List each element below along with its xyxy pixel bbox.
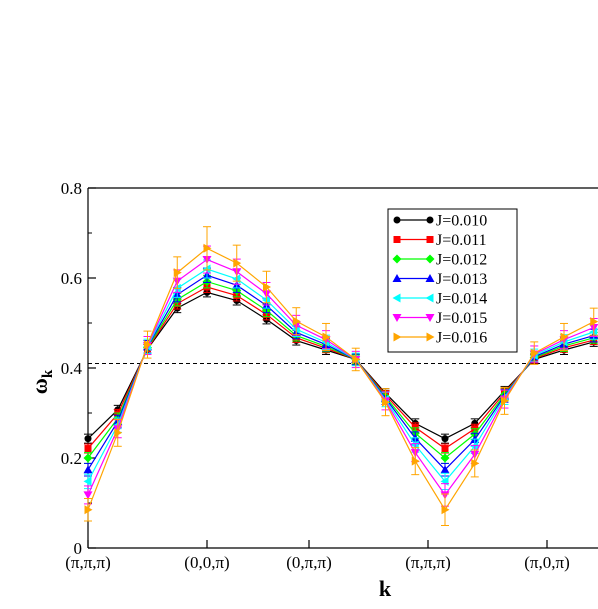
legend-item: J=0.011 — [393, 232, 487, 249]
series-line — [87, 258, 594, 496]
svg-text:ωk: ωk — [27, 369, 56, 394]
data-point — [233, 258, 242, 268]
y-axis-title: ωk — [27, 369, 56, 394]
x-axis-title: k — [379, 576, 392, 601]
y-tick-label: 0.4 — [61, 359, 83, 378]
legend-marker — [392, 254, 402, 264]
data-point — [382, 397, 390, 407]
legend-label: J=0.012 — [436, 252, 487, 269]
y-axis-title-main: ω — [27, 378, 52, 394]
data-point — [441, 435, 449, 443]
data-point — [471, 419, 479, 427]
data-point — [83, 465, 93, 474]
legend-item: J=0.013 — [392, 271, 487, 288]
legend-marker — [425, 274, 435, 282]
legend-item: J=0.015 — [392, 310, 487, 327]
legend-marker — [426, 216, 434, 224]
data-point — [471, 458, 480, 468]
legend-label: J=0.013 — [436, 271, 487, 288]
legend-item: J=0.012 — [392, 252, 487, 269]
data-point — [203, 243, 212, 253]
data-point — [322, 332, 331, 342]
data-point — [84, 445, 92, 453]
series-group — [83, 226, 598, 526]
x-tick-label: (π,0,π) — [524, 553, 570, 572]
series-line — [87, 268, 594, 483]
legend-marker — [392, 293, 401, 303]
data-point — [440, 453, 450, 463]
y-tick-label: 0.6 — [61, 269, 82, 288]
x-tick-label: (0,0,π) — [184, 553, 229, 572]
legend-label: J=0.010 — [436, 213, 487, 230]
series — [83, 267, 598, 477]
legend-label: J=0.016 — [436, 330, 487, 347]
legend-box — [387, 208, 518, 353]
legend-item: J=0.014 — [392, 291, 487, 308]
legend-item: J=0.010 — [393, 213, 487, 230]
legend-label: J=0.011 — [436, 232, 487, 249]
series — [83, 245, 598, 507]
data-point — [114, 428, 123, 438]
legend-marker — [425, 314, 435, 322]
data-point — [411, 456, 420, 466]
data-point — [83, 476, 92, 486]
data-point — [441, 445, 449, 453]
legend: J=0.010 J=0.011 J=0.012 J=0.013 J=0.014 J=0.0… — [387, 208, 518, 353]
data-point — [530, 348, 539, 358]
legend-item: J=0.016 — [393, 330, 487, 347]
data-point — [84, 505, 93, 515]
legend-marker — [393, 332, 402, 342]
x-tick-label: (π,π,π) — [65, 553, 111, 572]
data-point — [292, 316, 301, 326]
data-point — [440, 465, 450, 474]
series-line — [87, 280, 594, 459]
series — [84, 281, 598, 454]
series-line — [87, 291, 594, 440]
legend-marker — [426, 236, 434, 243]
y-tick-label: 0 — [74, 539, 83, 558]
data-point — [173, 268, 182, 278]
series-line — [87, 286, 594, 450]
x-ticks: (π,π,π) (0,0,π) (0,π,π) (π,π,π) (π,0,π) — [65, 540, 570, 572]
y-tick-label: 0.2 — [61, 449, 82, 468]
legend-marker — [392, 274, 402, 282]
legend-marker — [392, 314, 402, 322]
data-point — [352, 354, 361, 364]
plot-area — [87, 187, 598, 549]
data-point — [263, 282, 271, 292]
legend-marker — [426, 332, 435, 342]
series-line — [87, 247, 595, 511]
data-point — [83, 491, 93, 500]
x-tick-label: (0,π,π) — [286, 553, 332, 572]
legend-marker — [393, 236, 401, 243]
legend-label: J=0.014 — [436, 291, 487, 308]
data-point — [590, 317, 598, 327]
data-point — [84, 435, 92, 443]
legend-marker — [425, 254, 435, 264]
legend-label: J=0.015 — [436, 310, 487, 327]
series — [84, 226, 598, 526]
y-ticks: 0 0.2 0.4 0.6 0.8 — [61, 179, 96, 558]
data-point — [83, 453, 93, 463]
y-tick-label: 0.8 — [61, 179, 82, 198]
data-point — [501, 396, 509, 406]
data-point — [144, 340, 152, 350]
data-point — [441, 505, 450, 515]
legend-marker — [393, 216, 401, 224]
y-axis-title-sub: k — [40, 369, 56, 378]
legend-marker — [425, 293, 434, 303]
series — [83, 274, 598, 464]
x-tick-label: (π,π,π) — [405, 553, 451, 572]
data-point — [560, 332, 569, 342]
